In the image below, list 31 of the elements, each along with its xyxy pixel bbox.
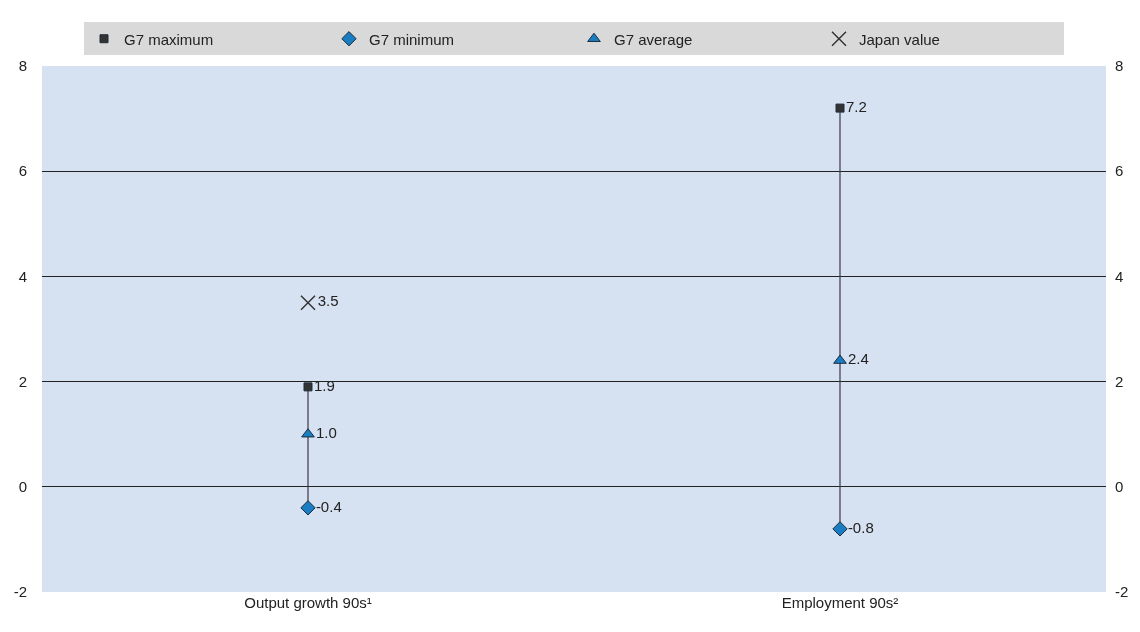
point (301, 428, 315, 438)
point (833, 354, 847, 364)
y-tick-label: 6 (18, 162, 27, 180)
y-tick-label: 0 (18, 478, 27, 496)
point (300, 500, 316, 516)
data-label: 2.4 (847, 350, 869, 368)
data-label: -0.8 (847, 518, 874, 536)
y2-tick-label: 4 (1115, 267, 1124, 285)
legend-label: G7 average (614, 30, 693, 48)
point (300, 294, 316, 311)
data-label: 7.2 (846, 97, 867, 115)
point (303, 382, 313, 392)
point (835, 103, 845, 113)
y-tick-label: 8 (18, 57, 27, 75)
legend-label: Japan value (859, 30, 940, 48)
y2-tick-label: 6 (1115, 162, 1124, 180)
data-label: 1.0 (315, 423, 337, 441)
point (832, 521, 848, 537)
x-tick-label: Output growth 90s¹ (244, 594, 372, 611)
y2-tick-label: 2 (1115, 372, 1124, 390)
data-label: 3.5 (317, 292, 339, 310)
y2-tick-label: -2 (1115, 583, 1129, 601)
y-tick-label: -2 (13, 583, 27, 601)
legend-label: G7 minimum (369, 30, 455, 48)
data-label: -0.4 (315, 497, 342, 515)
x-tick-label: Employment 90s² (781, 594, 899, 611)
y2-tick-label: 0 (1115, 478, 1124, 496)
y2-tick-label: 8 (1115, 57, 1124, 75)
legend-label: G7 maximum (124, 30, 214, 48)
y-tick-label: 2 (18, 372, 27, 390)
y-tick-label: 4 (18, 267, 27, 285)
